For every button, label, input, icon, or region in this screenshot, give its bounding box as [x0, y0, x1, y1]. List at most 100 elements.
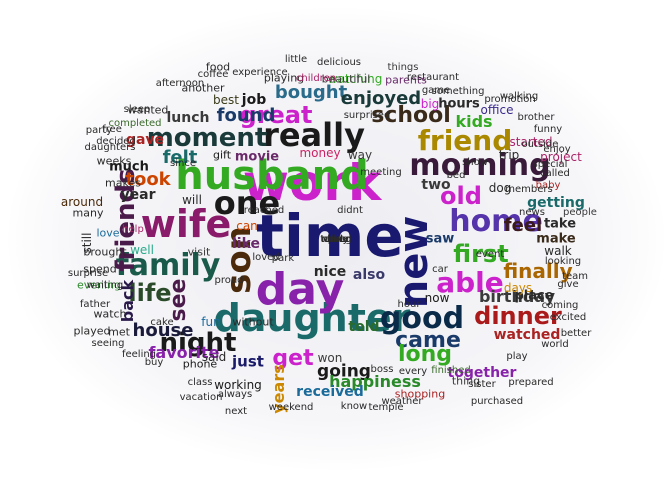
cloud-word: funny — [533, 124, 563, 135]
cloud-word: team — [562, 271, 588, 282]
cloud-word: cake — [150, 317, 174, 328]
cloud-word: home — [449, 204, 543, 239]
cloud-word: beautiful — [321, 72, 371, 86]
cloud-word: baby — [535, 180, 561, 191]
cloud-word: makes — [105, 176, 141, 190]
cloud-word: vacation — [179, 392, 223, 403]
cloud-word: going — [317, 361, 371, 382]
cloud-word: surprise — [67, 268, 109, 279]
cloud-word: party — [85, 125, 113, 136]
cloud-word: love — [96, 226, 120, 240]
cloud-word: around — [60, 195, 104, 209]
cloud-word: help — [122, 224, 144, 235]
cloud-word: make — [536, 231, 576, 247]
cloud-word: weeks — [96, 154, 132, 168]
cloud-word: little — [284, 54, 308, 65]
cloud-word: meeting — [360, 167, 402, 178]
cloud-word: birthday — [478, 287, 556, 306]
cloud-word: started — [509, 135, 553, 149]
cloud-word: trip — [498, 148, 520, 162]
cloud-word: boss — [370, 364, 394, 375]
cloud-word: like — [231, 236, 261, 252]
cloud-word: wanted — [127, 103, 169, 117]
cloud-word: since — [170, 158, 196, 169]
cloud-word: place — [514, 288, 554, 304]
cloud-word: phone — [182, 357, 218, 371]
cloud-word: members — [505, 184, 553, 195]
cloud-word: hours — [438, 96, 480, 112]
cloud-word: watching — [327, 72, 383, 86]
cloud-word: called — [540, 168, 570, 179]
cloud-word: news — [519, 207, 545, 218]
cloud-word: taking — [320, 234, 352, 245]
cloud-word: told — [348, 319, 380, 335]
cloud-word: family — [115, 248, 221, 283]
cloud-word: afternoon — [155, 78, 205, 89]
cloud-word: moment — [146, 123, 268, 153]
cloud-word: morning — [409, 148, 551, 183]
cloud-word: year — [120, 187, 156, 203]
cloud-word: early — [323, 234, 349, 245]
cloud-word: best — [213, 93, 239, 107]
cloud-word: won — [317, 351, 343, 365]
cloud-word: house — [132, 320, 194, 341]
cloud-word: movie — [234, 149, 280, 165]
cloud-word: enjoyed — [340, 88, 422, 109]
cloud-word: together — [447, 365, 517, 381]
cloud-word: show — [462, 157, 488, 168]
cloud-word: way — [347, 148, 373, 162]
cloud-word: said — [201, 350, 227, 364]
cloud-word: without — [232, 315, 274, 329]
cloud-word: experience — [232, 67, 288, 78]
cloud-word: outside — [521, 139, 559, 150]
cloud-word: prepared — [508, 377, 554, 388]
cloud-word: talked — [320, 234, 352, 245]
cloud-word: always — [217, 389, 253, 400]
cloud-word: cat — [328, 234, 344, 245]
cloud-word: loved — [252, 252, 280, 263]
cloud-word: take — [543, 216, 577, 232]
cloud-word: people — [563, 207, 597, 218]
cloud-word: waiting — [86, 280, 124, 291]
cloud-word: found — [216, 105, 276, 126]
cloud-word: world — [541, 339, 569, 350]
cloud-word: walk — [544, 244, 572, 258]
cloud-word: daughter — [213, 296, 411, 340]
cloud-word: will — [182, 193, 202, 207]
cloud-word: seeing — [91, 338, 125, 349]
cloud-word: husband — [175, 153, 369, 199]
cloud-word: play — [506, 351, 528, 362]
cloud-word: evening — [76, 278, 122, 292]
cloud-word: something — [431, 86, 485, 97]
cloud-word: done — [323, 234, 349, 245]
cloud-word: promotion — [484, 94, 536, 105]
cloud-word: brother — [517, 112, 555, 123]
cloud-word: project — [540, 150, 582, 164]
cloud-word: coffee — [197, 69, 229, 80]
cloud-word: weekend — [268, 402, 314, 413]
cloud-word: hour — [397, 299, 421, 310]
cloud-word: gift — [212, 148, 232, 162]
cloud-word: felt — [162, 147, 198, 168]
cloud-word: every — [398, 366, 428, 377]
cloud-word: great — [239, 101, 313, 129]
cloud-word: life — [128, 279, 172, 307]
cloud-word: shopping — [394, 387, 446, 401]
cloud-word: well — [130, 243, 154, 257]
cloud-word: car — [432, 264, 448, 275]
cloud-word: much — [109, 159, 149, 175]
cloud-word: came — [395, 328, 461, 353]
cloud-word: spend — [83, 262, 117, 276]
cloud-word: children — [295, 73, 337, 84]
cloud-word: just — [232, 352, 264, 371]
cloud-word: received — [296, 384, 364, 400]
cloud-word: also — [352, 267, 386, 283]
cloud-word: bought — [274, 82, 348, 103]
cloud-word: surprised — [343, 110, 391, 121]
cloud-word: game — [421, 85, 451, 96]
cloud-word: work — [242, 154, 382, 212]
cloud-word: parents — [385, 73, 427, 87]
cloud-word: never — [321, 234, 351, 245]
cloud-word: time — [256, 202, 404, 270]
